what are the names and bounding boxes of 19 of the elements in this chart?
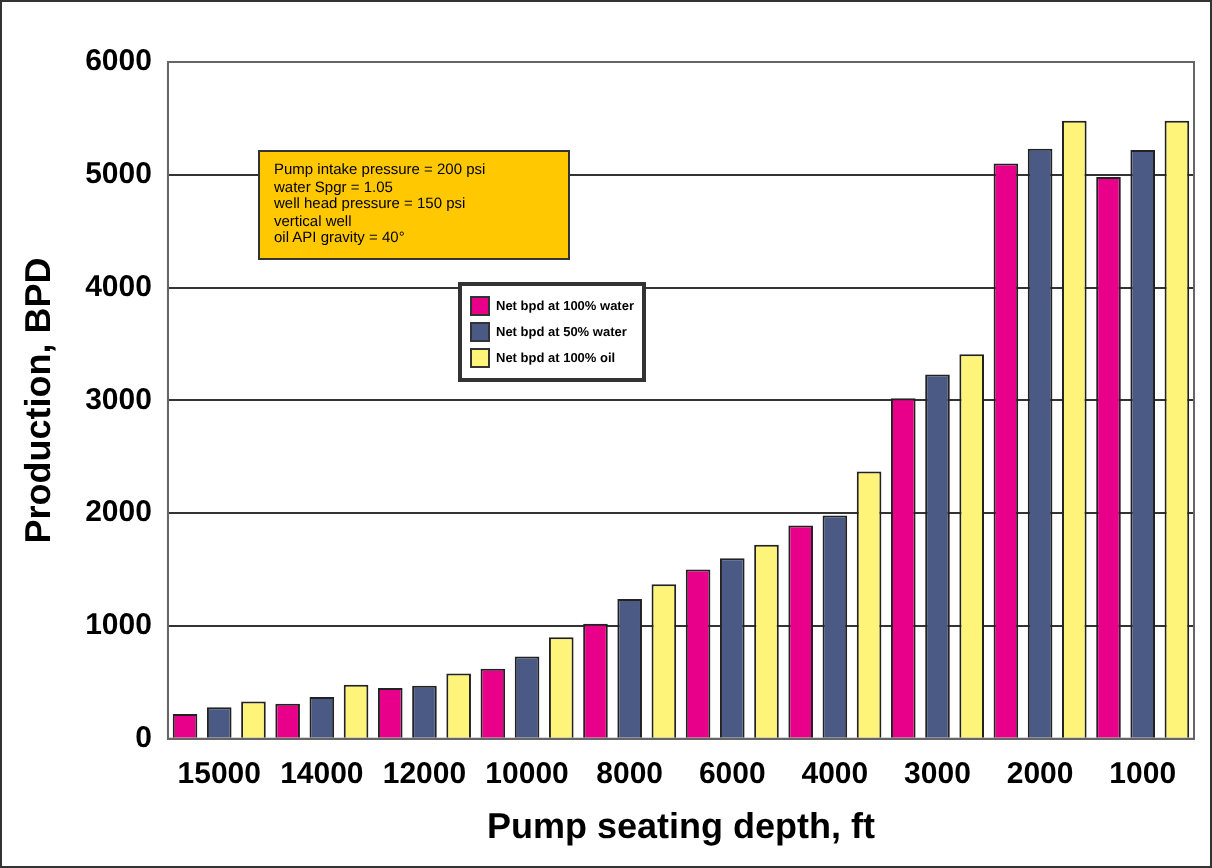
y-tick-label: 5000	[85, 157, 152, 192]
y-axis-title: Production, BPD	[17, 257, 58, 544]
y-tick-label: 1000	[85, 608, 152, 643]
x-axis-title: Pump seating depth, ft	[486, 806, 875, 847]
y-tick-label: 3000	[85, 382, 152, 417]
x-tick-label: 6000	[698, 757, 766, 792]
x-tick-label: 4000	[801, 757, 869, 792]
x-tick-label: 8000	[596, 757, 664, 792]
x-tick-label: 10000	[485, 757, 569, 792]
y-tick-label: 6000	[85, 44, 152, 79]
x-tick-label: 3000	[904, 757, 971, 792]
y-tick-label: 0	[135, 721, 152, 756]
x-tick-label: 14000	[280, 757, 364, 792]
x-tick-label: 2000	[1006, 757, 1074, 792]
y-tick-label: 2000	[85, 495, 152, 530]
x-tick-label: 15000	[177, 757, 261, 792]
x-tick-label: 12000	[382, 757, 467, 792]
x-tick-label: 1000	[1109, 757, 1177, 792]
y-tick-label: 4000	[85, 269, 152, 304]
